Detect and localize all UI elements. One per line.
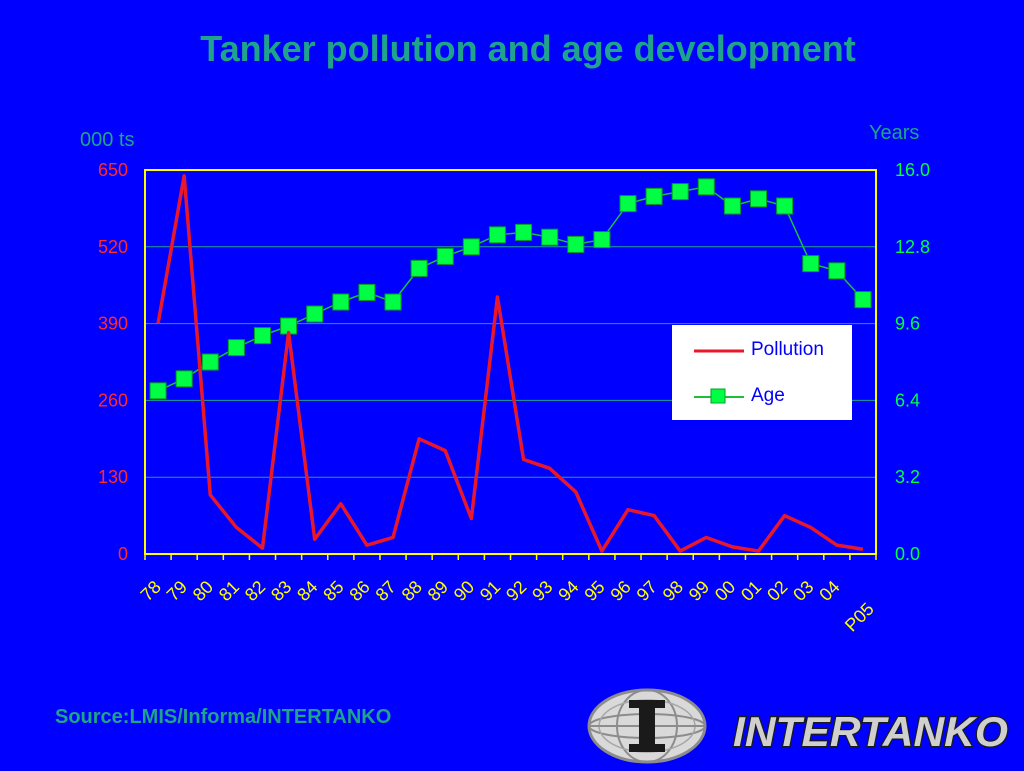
age-marker <box>488 226 506 244</box>
x-tick-label: 78 <box>137 577 165 605</box>
age-marker <box>750 190 768 208</box>
y-right-tick-label: 12.8 <box>895 237 930 257</box>
y-right-tick-label: 6.4 <box>895 390 920 410</box>
age-marker <box>462 238 480 256</box>
right-axis: 0.0 3.2 6.4 9.6 12.8 16.0 <box>895 160 930 564</box>
age-line <box>157 186 864 392</box>
x-tick-label: 00 <box>711 577 739 605</box>
y-left-tick-label: 260 <box>98 390 128 410</box>
x-tick-label: 03 <box>789 577 817 605</box>
x-tick-label: P05 <box>841 599 878 636</box>
x-tick-label: 92 <box>502 577 530 605</box>
x-tick-label: 02 <box>763 577 791 605</box>
x-tick-label: 90 <box>450 577 478 605</box>
age-marker <box>828 262 846 280</box>
age-marker <box>332 293 350 311</box>
x-tick-label: 87 <box>372 577 400 605</box>
x-tick-label: 04 <box>815 577 843 605</box>
age-marker <box>776 197 794 215</box>
y-right-tick-label: 9.6 <box>895 314 920 334</box>
y-left-tick-label: 650 <box>98 160 128 180</box>
x-tick-label: 79 <box>163 577 191 605</box>
x-tick-label: 81 <box>215 577 243 605</box>
age-marker <box>515 223 533 241</box>
age-marker <box>697 178 715 196</box>
x-tick-label: 84 <box>293 577 321 605</box>
left-axis-unit: 000 ts <box>80 129 134 151</box>
x-tick-label: 93 <box>528 577 556 605</box>
x-tick-label: 01 <box>737 577 765 605</box>
x-tick-label: 82 <box>241 577 269 605</box>
x-tick-label: 94 <box>554 577 582 605</box>
globe-icon <box>587 688 707 764</box>
y-left-tick-label: 0 <box>118 544 128 564</box>
age-marker <box>541 228 559 246</box>
legend-pollution-label: Pollution <box>751 339 824 360</box>
age-marker <box>619 195 637 213</box>
legend: Pollution Age <box>672 325 852 420</box>
pollution-line <box>156 174 864 553</box>
series-layer <box>149 174 872 553</box>
y-left-tick-label: 520 <box>98 237 128 257</box>
age-marker <box>410 259 428 277</box>
age-marker <box>723 197 741 215</box>
x-tick-label: 83 <box>267 577 295 605</box>
x-tick-label: 96 <box>607 577 635 605</box>
age-marker <box>253 327 271 345</box>
age-marker <box>358 283 376 301</box>
x-axis: 7879808182838485868788899091929394959697… <box>137 554 878 635</box>
x-tick-label: 80 <box>189 577 217 605</box>
x-tick-label: 88 <box>398 577 426 605</box>
y-right-tick-label: 3.2 <box>895 467 920 487</box>
age-marker <box>149 382 167 400</box>
logo-wordmark: INTERTANKO <box>733 708 1008 755</box>
chart-title: Tanker pollution and age development <box>200 28 856 69</box>
x-tick-label: 95 <box>580 577 608 605</box>
age-marker <box>567 235 585 253</box>
y-left-tick-label: 390 <box>98 314 128 334</box>
age-marker <box>175 370 193 388</box>
intertanko-logo: INTERTANKO <box>585 688 1015 771</box>
age-marker <box>201 353 219 371</box>
grid-lines <box>145 246 876 478</box>
x-tick-label: 91 <box>476 577 504 605</box>
x-tick-label: 99 <box>685 577 713 605</box>
legend-box <box>672 325 852 420</box>
x-tick-label: 85 <box>319 577 347 605</box>
age-marker <box>593 231 611 249</box>
age-marker <box>802 255 820 273</box>
right-axis-unit: Years <box>869 122 919 144</box>
y-left-tick-label: 130 <box>98 467 128 487</box>
age-marker <box>227 339 245 357</box>
y-right-tick-label: 16.0 <box>895 160 930 180</box>
x-tick-label: 86 <box>345 577 373 605</box>
left-axis: 0 130 260 390 520 650 <box>98 160 128 564</box>
age-marker <box>854 291 872 309</box>
y-right-tick-label: 0.0 <box>895 544 920 564</box>
legend-age-label: Age <box>751 385 785 406</box>
age-marker <box>671 183 689 201</box>
age-marker <box>645 187 663 205</box>
age-marker <box>306 305 324 323</box>
x-tick-label: 98 <box>659 577 687 605</box>
age-marker <box>384 293 402 311</box>
x-tick-label: 97 <box>633 577 661 605</box>
source-caption: Source:LMIS/Informa/INTERTANKO <box>55 706 392 728</box>
age-marker <box>436 247 454 265</box>
x-tick-label: 89 <box>424 577 452 605</box>
legend-age-marker <box>710 388 726 404</box>
